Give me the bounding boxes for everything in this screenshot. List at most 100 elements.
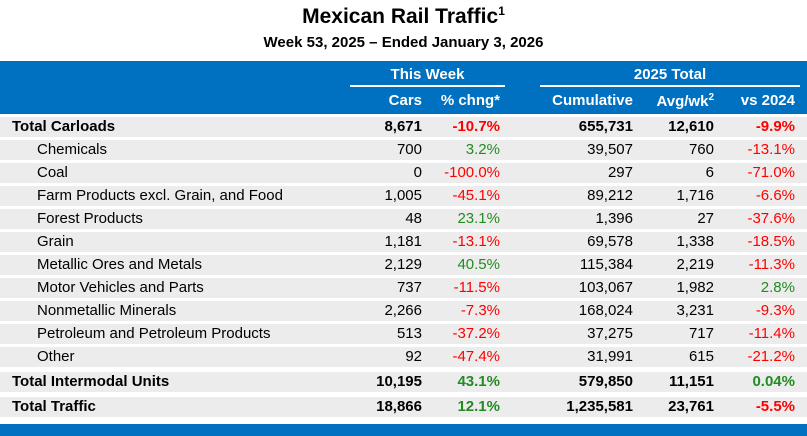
cumulative-value: 1,396 (595, 210, 633, 227)
avg-wk-value: 760 (688, 141, 714, 158)
pct-change-value: -45.1% (452, 187, 500, 204)
page-subtitle: Week 53, 2025 – Ended January 3, 2026 (263, 34, 544, 51)
group-this-week: This Week (350, 66, 505, 87)
group-2025-total: 2025 Total (540, 66, 800, 87)
cumulative-value: 69,578 (587, 233, 633, 250)
cars-value: 737 (396, 279, 422, 296)
row-label: Total Carloads (12, 118, 116, 135)
cumulative-value: 655,731 (578, 118, 633, 135)
cumulative-value: 103,067 (578, 279, 633, 296)
cumulative-value: 1,235,581 (566, 398, 633, 415)
avg-wk-value: 1,338 (676, 233, 714, 250)
cumulative-value: 115,384 (579, 256, 633, 273)
pct-change-value: -10.7% (452, 118, 500, 135)
row-label: Chemicals (37, 141, 108, 158)
vs-2024-value: -6.6% (755, 187, 795, 204)
avg-wk-value: 11,151 (668, 373, 714, 390)
table-footer-bar (0, 424, 807, 436)
vs-2024-value: -37.6% (747, 210, 795, 227)
avg-wk-value: 2,219 (676, 256, 714, 273)
row-label: Grain (37, 233, 74, 250)
vs-2024-value: -18.5% (747, 233, 795, 250)
vs-2024-value: -5.5% (755, 398, 795, 415)
cars-value: 0 (413, 164, 422, 181)
pct-change-value: -37.2% (452, 325, 500, 342)
vs-2024-value: -13.1% (747, 141, 795, 158)
vs-2024-value: -11.4% (748, 325, 795, 342)
cars-value: 700 (396, 141, 422, 158)
cars-value: 513 (396, 325, 422, 342)
cars-value: 1,181 (384, 233, 422, 250)
table-row: Petroleum and Petroleum Products 513 -37.2… (0, 324, 807, 344)
cars-value: 10,195 (376, 373, 422, 390)
footnote-marker: 2 (708, 92, 714, 103)
footnote-marker: 1 (498, 4, 505, 18)
vs-2024-value: -9.3% (755, 302, 795, 319)
table-row: Other 92 -47.4% 31,991 615 -21.2% (0, 347, 807, 367)
vs-2024-value: -71.0% (747, 164, 795, 181)
cumulative-value: 297 (607, 164, 633, 181)
cars-value: 8,671 (384, 118, 422, 135)
cumulative-value: 39,507 (587, 141, 633, 158)
cars-value: 2,266 (384, 302, 422, 319)
vs-2024-value: 2.8% (760, 279, 795, 296)
avg-wk-value: 615 (688, 348, 714, 365)
page-title: Mexican Rail Traffic1 (0, 4, 807, 29)
pct-change-value: 3.2% (465, 141, 500, 158)
col-cumulative: Cumulative (552, 92, 633, 109)
row-label: Forest Products (37, 210, 143, 227)
table-row: Total Traffic 18,866 12.1% 1,235,581 23,761 -… (0, 397, 807, 417)
table-row: Motor Vehicles and Parts 737 -11.5% 103,067… (0, 278, 807, 298)
cumulative-value: 579,850 (578, 373, 633, 390)
cars-value: 48 (405, 210, 422, 227)
table-body: Total Carloads 8,671 -10.7% 655,731 12,610 -9… (0, 117, 807, 420)
avg-wk-value: 717 (688, 325, 714, 342)
table-row: Total Intermodal Units 10,195 43.1% 579,850… (0, 372, 807, 392)
avg-wk-value: 27 (697, 210, 714, 227)
vs-2024-value: -11.3% (748, 256, 795, 273)
row-label: Coal (37, 164, 68, 181)
cumulative-value: 37,275 (587, 325, 633, 342)
pct-change-value: 23.1% (457, 210, 500, 227)
row-label: Petroleum and Petroleum Products (37, 325, 271, 342)
pct-change-value: -47.4% (452, 348, 500, 365)
avg-wk-value: 1,982 (676, 279, 714, 296)
row-label: Total Traffic (12, 398, 96, 415)
row-label: Other (37, 348, 75, 365)
table-row: Grain 1,181 -13.1% 69,578 1,338 -18.5% (0, 232, 807, 252)
title-text: Mexican Rail Traffic (302, 5, 499, 28)
col-avg-wk: Avg/wk2 (656, 92, 714, 110)
cars-value: 2,129 (384, 256, 422, 273)
vs-2024-value: -21.2% (747, 348, 795, 365)
vs-2024-value: 0.04% (752, 373, 795, 390)
cumulative-value: 31,991 (587, 348, 633, 365)
row-label: Farm Products excl. Grain, and Food (37, 187, 283, 204)
pct-change-value: -100.0% (444, 164, 500, 181)
pct-change-value: 40.5% (457, 256, 500, 273)
table-row: Coal 0 -100.0% 297 6 -71.0% (0, 163, 807, 183)
col-cars: Cars (388, 92, 422, 109)
cars-value: 92 (405, 348, 422, 365)
avg-wk-value: 1,716 (676, 187, 714, 204)
pct-change-value: -7.3% (460, 302, 500, 319)
cumulative-value: 89,212 (587, 187, 633, 204)
cars-value: 18,866 (376, 398, 422, 415)
table-row: Total Carloads 8,671 -10.7% 655,731 12,610 -9… (0, 117, 807, 137)
pct-change-value: 43.1% (457, 373, 500, 390)
table-row: Nonmetallic Minerals 2,266 -7.3% 168,024 3,2… (0, 301, 807, 321)
table-row: Chemicals 700 3.2% 39,507 760 -13.1% (0, 140, 807, 160)
pct-change-value: 12.1% (457, 398, 500, 415)
table-header: This Week 2025 Total Cars % chng* Cumula… (0, 61, 807, 114)
row-label: Nonmetallic Minerals (37, 302, 177, 319)
col-vs-2024: vs 2024 (740, 92, 795, 109)
avg-wk-value: 23,761 (668, 398, 714, 415)
row-label: Total Intermodal Units (12, 373, 170, 390)
avg-wk-value: 6 (705, 164, 714, 181)
cumulative-value: 168,024 (578, 302, 633, 319)
cars-value: 1,005 (384, 187, 422, 204)
col-avg-label: Avg/wk (656, 93, 709, 110)
table-row: Forest Products 48 23.1% 1,396 27 -37.6% (0, 209, 807, 229)
row-label: Motor Vehicles and Parts (37, 279, 204, 296)
vs-2024-value: -9.9% (755, 118, 795, 135)
table-row: Farm Products excl. Grain, and Food 1,005… (0, 186, 807, 206)
